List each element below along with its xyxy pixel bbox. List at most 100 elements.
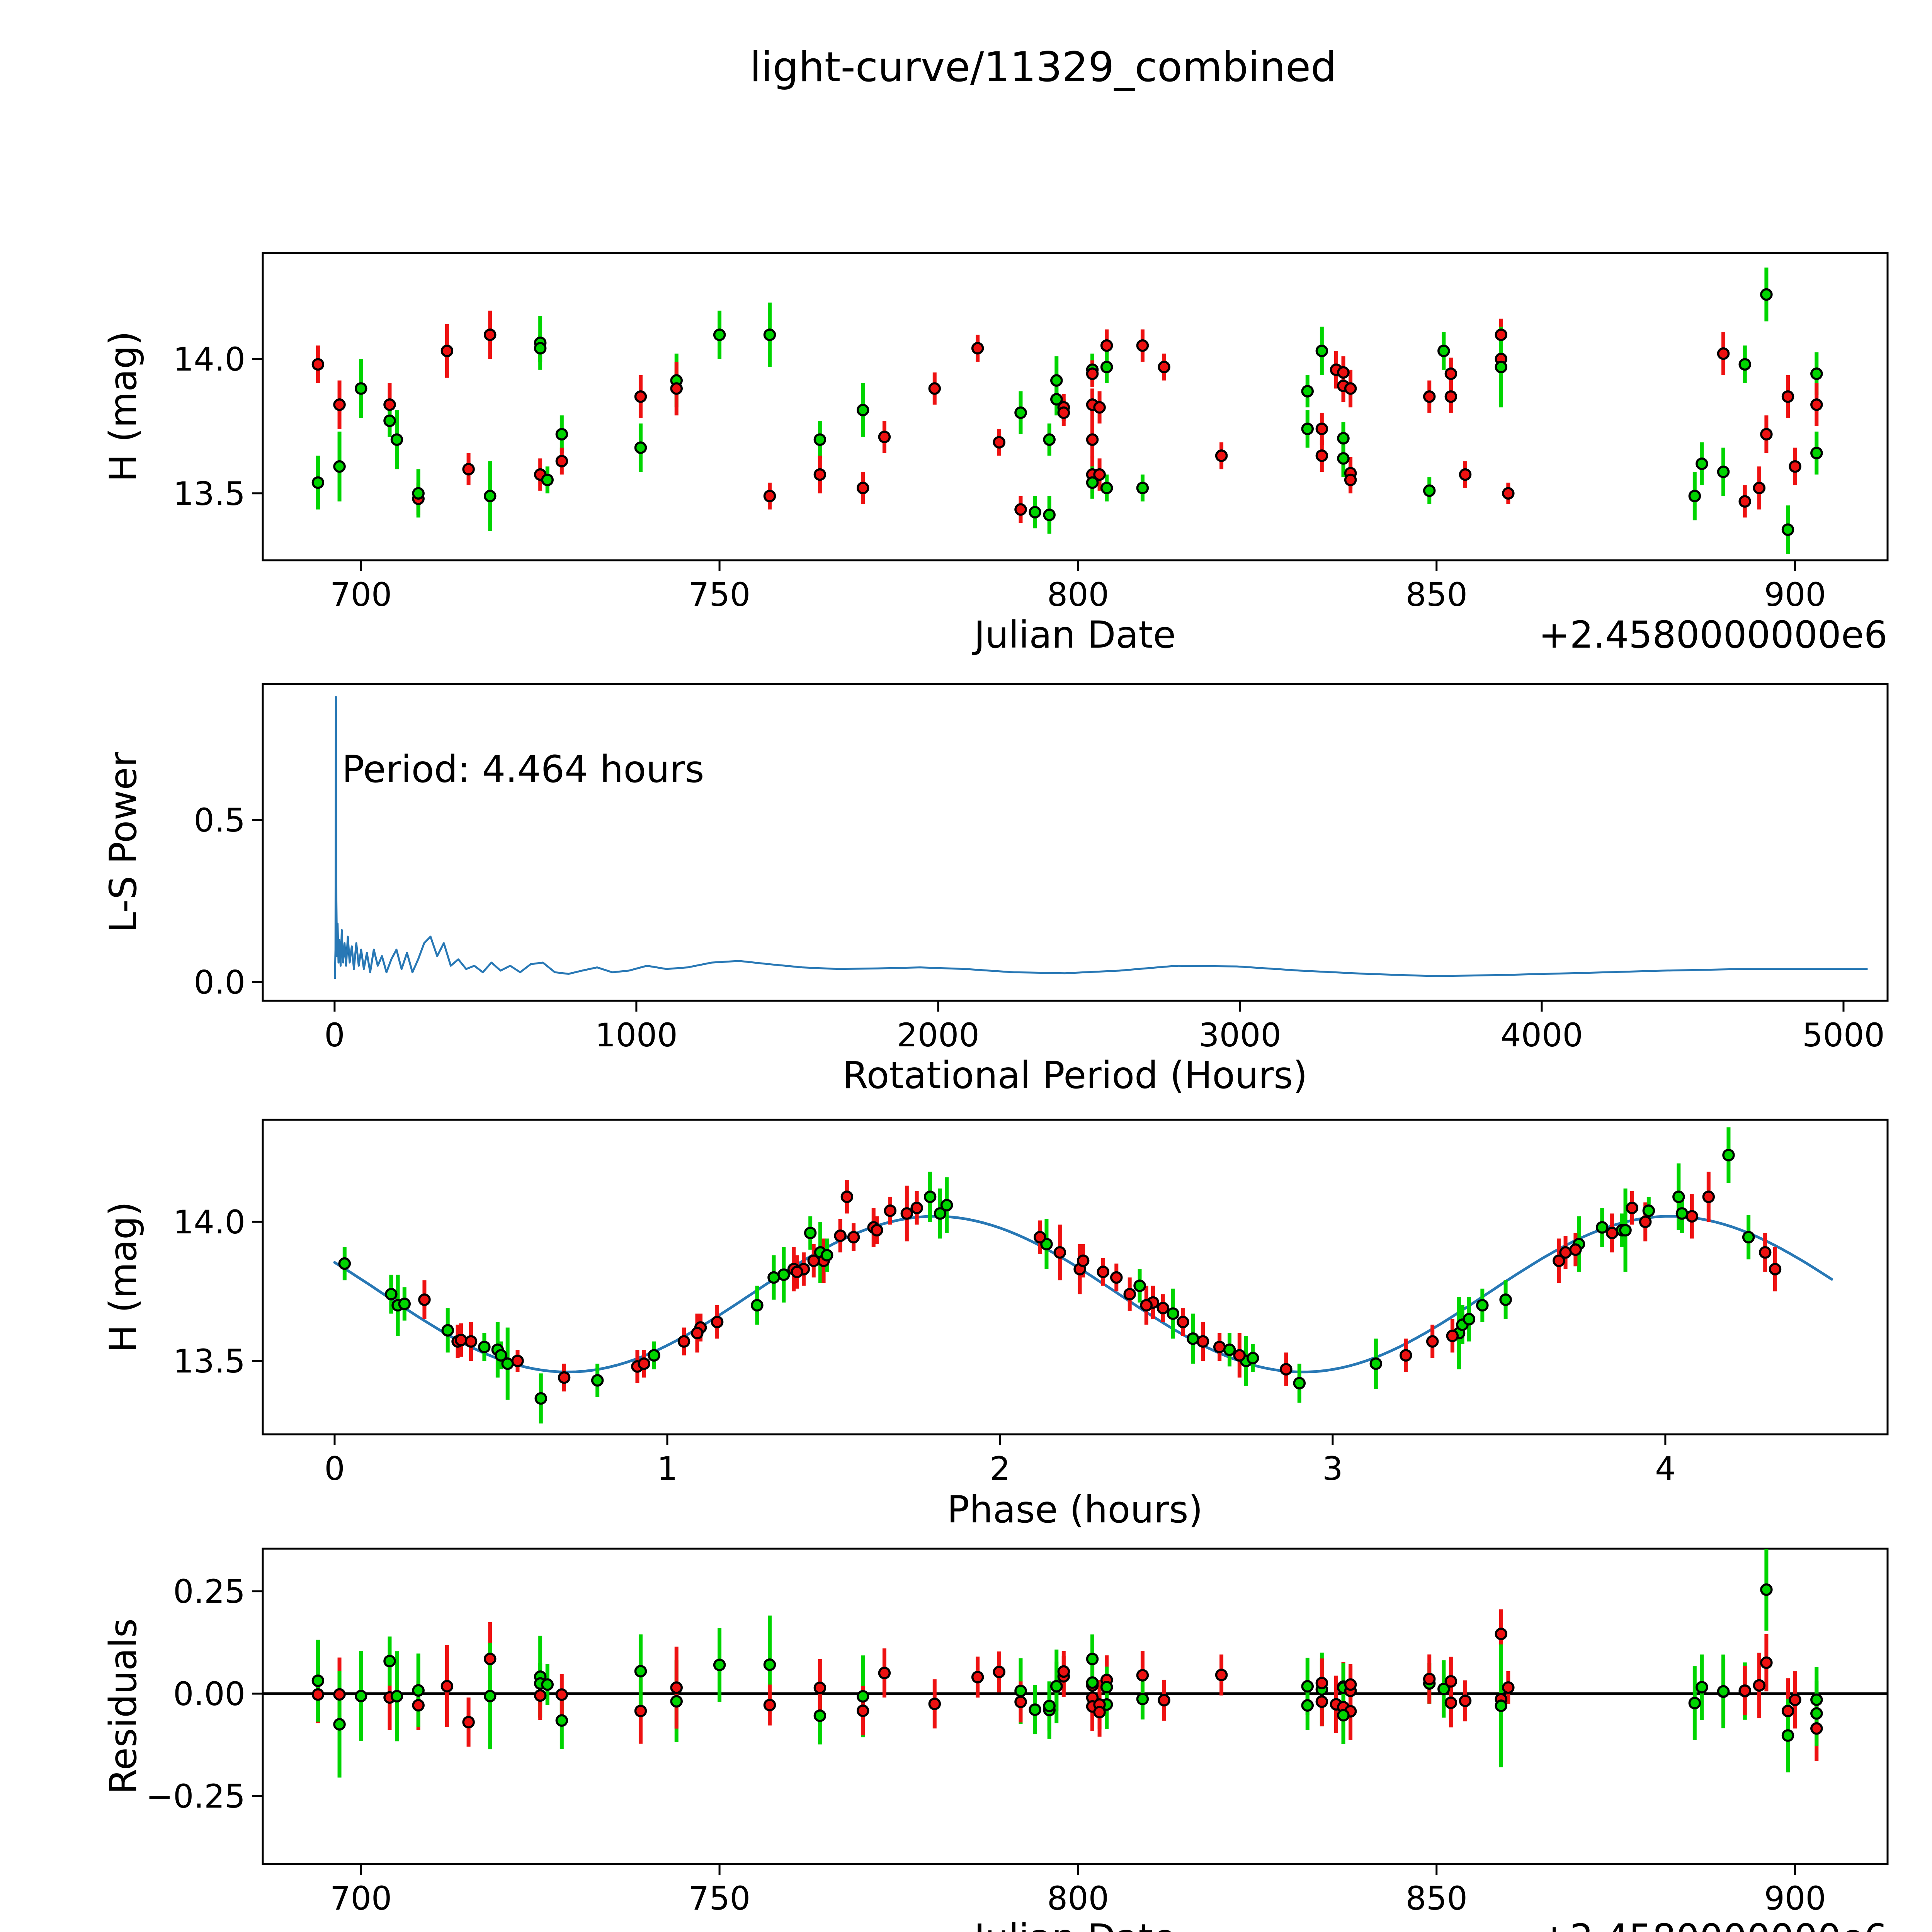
data-point-green [934,1207,947,1220]
data-point-green [1043,433,1056,446]
data-point-green [1086,1653,1099,1665]
data-point-green [1619,1224,1632,1236]
data-point-green [1810,367,1823,380]
data-point-red [484,328,497,341]
data-point-red [1760,428,1773,441]
panel-content-lightcurve [311,267,1823,554]
data-point-red [1459,1694,1472,1708]
data-point-green [1136,481,1149,495]
data-point-red [462,463,475,476]
data-point-green [1495,1699,1508,1712]
data-point-red [1086,367,1099,380]
data-point-red [1459,468,1472,481]
data-point-green [1086,476,1099,489]
data-point-red [638,1357,650,1370]
data-point-red [534,1689,547,1702]
data-point-red [1033,1231,1046,1243]
data-point-red [1502,487,1515,500]
data-point-green [1696,457,1708,470]
data-point-red [1123,1288,1136,1301]
data-point-red [418,1293,431,1306]
data-point-green [1100,1681,1113,1694]
data-point-green [1086,1676,1099,1689]
data-point-green [1247,1352,1259,1365]
data-point-red [993,1665,1006,1679]
data-point-red [711,1315,724,1328]
figure-title: light-curve/11329_combined [750,43,1337,91]
x-tick-label: 2 [990,1450,1010,1488]
data-point-green [541,473,554,486]
data-point-green [1100,361,1113,374]
x-tick-label: 900 [1764,576,1826,614]
data-point-green [1100,481,1113,495]
data-point-red [878,1667,891,1679]
data-point-green [940,1199,953,1212]
data-point-red [1605,1226,1619,1240]
axes-frame [262,683,1889,1002]
data-point-green [1675,1207,1689,1220]
data-point-red [555,455,568,468]
data-point-green [1029,506,1041,519]
data-point-red [1769,1263,1782,1276]
data-point-red [840,1190,854,1203]
x-tick-label: 850 [1406,1879,1468,1917]
data-point-red [412,1699,425,1712]
data-point-red [311,358,325,371]
p1-x-offset-label: +2.4580000000e6 [1539,613,1888,656]
data-point-green [751,1299,764,1312]
data-point-green [534,1392,548,1405]
data-point-red [1738,1684,1751,1697]
data-point-red [670,1681,683,1694]
data-point-green [1293,1377,1306,1389]
data-point-red [928,382,941,395]
data-point-green [390,1690,403,1703]
data-point-red [1495,1628,1508,1640]
p2-x-axis-label: Rotational Period (Hours) [842,1054,1308,1097]
data-point-green [1014,1684,1027,1697]
y-tick-label: 0.00 [173,1675,245,1713]
data-point-red [1215,1668,1228,1681]
p4-x-offset-label: +2.4580000000e6 [1539,1916,1888,1932]
panel-residuals: 700 750 800 850 900 0.25 0.00 −0.25 [146,1548,1889,1917]
data-point-red [1315,422,1328,435]
data-point-red [440,344,454,357]
data-point-red [1810,398,1823,411]
x-tick-label: 700 [330,1879,392,1917]
data-point-green [541,1678,554,1691]
x-tick-label: 750 [689,1879,750,1917]
x-tick-label: 4000 [1500,1016,1583,1054]
data-point-green [1688,490,1701,503]
data-point-red [1014,1696,1027,1708]
data-point-green [1337,432,1350,445]
data-point-red [1502,1681,1515,1694]
data-point-red [1553,1254,1565,1267]
data-point-red [1100,339,1113,352]
data-point-red [791,1265,803,1278]
data-point-red [677,1335,690,1348]
data-point-red [993,436,1006,449]
data-point-red [1213,1340,1226,1354]
data-point-red [834,1229,847,1242]
data-point-green [1423,484,1436,497]
data-point-green [856,1690,869,1703]
data-point-green [923,1190,937,1203]
x-tick-label: 800 [1047,576,1109,614]
x-tick-label: 3 [1322,1450,1343,1488]
p4-y-axis-label: Residuals [102,1618,145,1794]
data-point-green [1369,1357,1383,1370]
data-point-green [670,1695,683,1708]
data-point-green [1642,1204,1655,1217]
data-point-red [1760,1656,1773,1669]
panel-content-phase [333,1127,1833,1423]
data-point-green [311,476,325,489]
data-point-green [1301,1680,1314,1693]
data-point-red [1444,390,1458,403]
data-point-red [1093,401,1106,414]
x-tick-label: 1 [657,1450,677,1488]
data-point-red [807,1254,820,1267]
data-point-red [1077,1254,1090,1267]
data-point-red [1639,1215,1652,1228]
data-point-green [767,1271,780,1284]
data-point-green [1167,1307,1179,1320]
